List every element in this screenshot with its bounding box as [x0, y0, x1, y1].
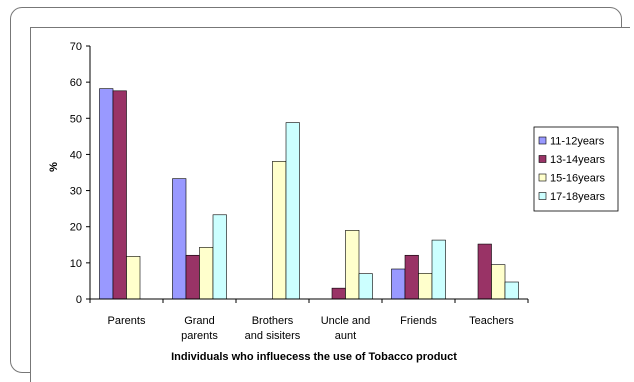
y-tick-label: 40 [70, 149, 82, 161]
bar-15-16years-3 [345, 230, 360, 300]
legend-swatch [538, 136, 547, 145]
bar-11-12years-4 [391, 268, 406, 300]
axes-group: 0 10 20 30 40 50 60 70 Parents Grand parents Brothe… [70, 41, 529, 342]
bar-15-16years-5 [491, 264, 506, 300]
legend-label: 17-18years [550, 191, 606, 203]
x-tick-label: Grand [184, 315, 215, 327]
bar-15-16years-2 [272, 160, 287, 300]
bar-13-14years-5 [477, 243, 492, 300]
y-tick-label: 70 [70, 41, 82, 53]
labels-group: % Individuals who influecess the use of … [48, 162, 457, 363]
bar-11-12years-1 [172, 178, 187, 300]
y-tick-label: 30 [70, 186, 82, 198]
legend: 11-12years 13-14years 15-16years 17-18years [533, 126, 619, 212]
bar-17-18years-5 [504, 281, 519, 300]
x-tick-label: and sisiters [245, 330, 301, 342]
bars-group [99, 88, 519, 300]
y-tick-label: 60 [70, 77, 82, 89]
bar-17-18years-4 [431, 239, 446, 300]
x-tick-label: Brothers [252, 315, 294, 327]
y-tick-label: 50 [70, 113, 82, 125]
x-axis-label: Individuals who influecess the use of To… [171, 351, 457, 363]
legend-box [533, 126, 619, 212]
y-tick-label: 10 [70, 258, 82, 270]
legend-swatch [538, 192, 547, 200]
chart-area [30, 27, 630, 382]
y-axis-label: % [48, 162, 60, 172]
y-tick-label: 20 [70, 222, 82, 234]
bar-15-16years-4 [418, 273, 433, 300]
x-tick-label: Parents [108, 315, 146, 327]
bar-13-14years-4 [404, 254, 419, 300]
bar-15-16years-0 [126, 256, 141, 300]
legend-swatch [538, 173, 547, 182]
x-tick-label: parents [181, 330, 218, 342]
x-tick-label: Uncle and [321, 315, 371, 327]
bar-11-12years-0 [99, 88, 114, 300]
legend-swatch [538, 155, 547, 163]
bar-17-18years-1 [212, 214, 227, 300]
bar-17-18years-2 [285, 122, 300, 300]
x-tick-label: Teachers [469, 315, 514, 327]
bar-13-14years-1 [185, 254, 200, 300]
legend-label: 13-14years [550, 154, 606, 166]
legend-label: 15-16years [550, 173, 606, 185]
legend-label: 11-12years [550, 136, 605, 148]
x-tick-label: aunt [335, 330, 356, 342]
bar-13-14years-0 [112, 90, 127, 300]
bar-13-14years-3 [331, 287, 346, 300]
x-tick-label: Friends [400, 315, 437, 327]
y-tick-label: 0 [76, 294, 82, 306]
bar-15-16years-1 [199, 247, 214, 300]
bar-17-18years-3 [358, 273, 373, 300]
